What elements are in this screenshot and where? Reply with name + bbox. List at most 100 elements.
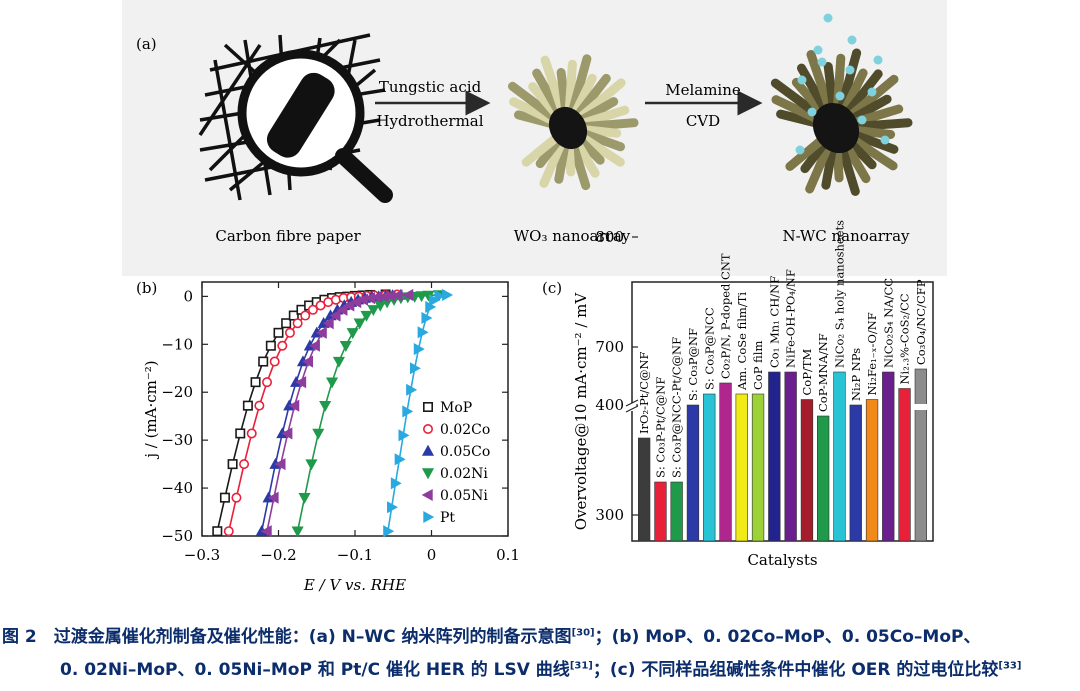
bar-label: Co₂P/N, P-doped CNT <box>719 253 733 379</box>
legend-entry: 0.02Ni <box>440 466 488 482</box>
data-point <box>398 429 410 442</box>
data-point <box>421 468 435 480</box>
stage3-caption: N-WC nanoarray <box>782 227 910 245</box>
data-point <box>442 288 454 301</box>
plot-frame <box>631 281 934 542</box>
caption-ref-3: [33] <box>998 660 1022 672</box>
axis-break-mark <box>625 399 639 407</box>
data-point <box>273 327 284 338</box>
data-point <box>394 453 406 466</box>
bar-label: CoP film <box>751 341 765 390</box>
data-point <box>312 428 325 440</box>
data-point <box>409 362 421 375</box>
data-point <box>391 289 403 302</box>
nanoparticle <box>795 145 805 155</box>
data-point <box>281 427 293 440</box>
data-point <box>429 294 441 307</box>
x-tick-label: 0 <box>427 546 437 564</box>
bar <box>686 404 700 542</box>
data-point <box>250 377 261 388</box>
data-point <box>329 309 341 322</box>
y-tick-label: 300 <box>595 506 624 524</box>
data-point <box>242 400 253 411</box>
caption-text-2b: ；(c) 不同样品组碱性条件中催化 OER 的过电位比较 <box>592 660 999 680</box>
legend-entry: 0.05Ni <box>440 488 488 504</box>
bar-label: Ni₂Fe₁₋ₓ-O/NF <box>865 312 879 395</box>
bar <box>654 481 667 542</box>
bar-break-gap <box>914 404 928 410</box>
data-point <box>346 328 359 340</box>
data-point <box>326 377 339 389</box>
data-point <box>353 318 366 330</box>
nanoparticle <box>823 13 833 23</box>
data-point <box>406 383 418 396</box>
data-point <box>260 525 272 538</box>
legend-entry: MoP <box>440 400 472 416</box>
data-point <box>302 355 314 368</box>
data-point <box>402 288 414 301</box>
data-point <box>319 400 332 412</box>
bar <box>816 415 830 542</box>
bar <box>882 371 895 542</box>
series-pt <box>383 288 454 538</box>
data-point <box>288 399 300 412</box>
stage2-caption: WO₃ nanoarray <box>514 227 631 245</box>
nanoparticle <box>797 75 807 85</box>
nanoparticle <box>873 55 883 65</box>
data-point <box>292 318 303 329</box>
caption-ref-2: [31] <box>569 660 593 672</box>
data-point <box>422 423 433 434</box>
bar <box>914 368 927 542</box>
data-point <box>422 401 433 412</box>
data-point <box>288 310 299 321</box>
data-point <box>269 356 280 367</box>
bar <box>768 371 781 542</box>
data-point <box>267 491 279 504</box>
wo3-nanoarray-illustration <box>508 54 639 191</box>
step1-bottom-label: Hydrothermal <box>376 112 483 130</box>
data-point <box>239 459 250 470</box>
series-line <box>228 293 398 532</box>
caption-ref-1: [30] <box>571 627 595 639</box>
data-point <box>227 459 238 470</box>
caption-text-2: 0. 02Ni–MoP、0. 05Ni–MoP 和 Pt/C 催化 HER 的 … <box>60 660 570 680</box>
bar-label: S: Co₃P@NCC <box>702 307 716 390</box>
nanoparticle <box>857 115 867 125</box>
data-point <box>274 458 286 471</box>
data-point <box>434 289 446 302</box>
data-point <box>307 304 318 315</box>
x-tick-label: −0.2 <box>260 546 296 564</box>
bar <box>735 393 748 542</box>
data-point <box>291 526 304 538</box>
data-point <box>212 526 223 537</box>
y-tick-label: 800 <box>595 228 624 246</box>
bar-label: CoP-MNA/NF <box>816 333 830 412</box>
nanoparticle <box>845 65 855 75</box>
data-point <box>298 492 311 504</box>
y-tick-label: −50 <box>161 527 193 545</box>
bar-label: S: Co₃P-Pt/C@NF <box>653 377 667 478</box>
data-point <box>387 501 398 514</box>
stage1-caption: Carbon fibre paper <box>215 227 361 245</box>
bar <box>751 393 765 542</box>
y-tick-label: −20 <box>161 383 193 401</box>
bar <box>833 371 846 542</box>
nanoparticle <box>835 91 845 101</box>
y-tick-label: 700 <box>595 338 624 356</box>
data-point <box>322 317 334 330</box>
data-point <box>262 377 273 388</box>
data-point <box>423 510 435 524</box>
nanoparticle <box>813 45 823 55</box>
bar-label: NiFe-OH-PO₄/NF <box>784 269 798 368</box>
data-point <box>332 356 345 368</box>
data-point <box>277 340 288 351</box>
figure-caption-line-1: 图 2 过渡金属催化剂制备及催化性能：(a) N–WC 纳米阵列的制备示意图[3… <box>2 622 1080 647</box>
data-point <box>315 326 327 339</box>
caption-text-1b: ；(b) MoP、0. 02Co–MoP、0. 05Co–MoP、 <box>594 627 981 647</box>
data-point <box>308 339 320 352</box>
series-002co <box>223 289 403 537</box>
data-point <box>339 341 352 352</box>
data-point <box>367 305 380 317</box>
